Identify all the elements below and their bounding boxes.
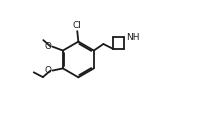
Text: O: O: [44, 42, 51, 51]
Text: O: O: [44, 66, 51, 75]
Text: NH: NH: [126, 33, 140, 42]
Text: Cl: Cl: [73, 21, 82, 30]
